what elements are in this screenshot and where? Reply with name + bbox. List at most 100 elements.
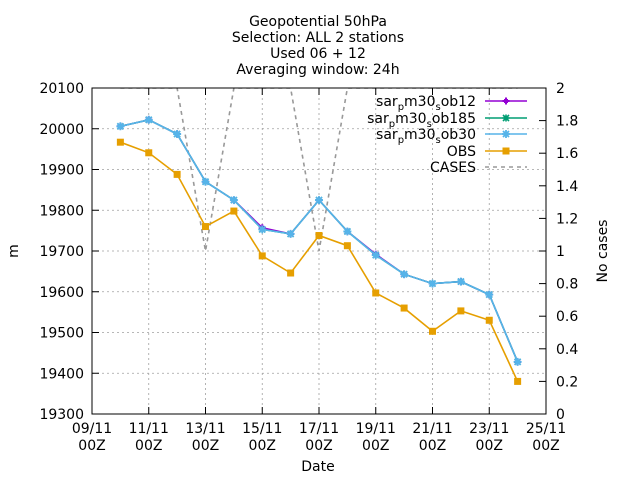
- point-mark: [400, 304, 408, 312]
- x-tick-label-time: 00Z: [419, 438, 446, 454]
- y-tick-label: 20000: [39, 122, 84, 138]
- series-obs: [116, 138, 522, 385]
- point-mark: [287, 269, 295, 277]
- y-tick-label: 19600: [39, 285, 84, 301]
- y2-tick-label: 0.2: [556, 374, 578, 390]
- x-tick-label: 21/11: [412, 421, 452, 437]
- chart-title-line: Used 06 + 12: [270, 46, 366, 62]
- y2-tick-label: 1.6: [556, 146, 578, 162]
- data-point: [173, 170, 181, 178]
- axes: 19300 19400 19500 19600 19700 19800 19900 20000…: [39, 81, 578, 454]
- x-tick-label-time: 00Z: [305, 438, 332, 454]
- data-point: [502, 97, 510, 105]
- y2-tick-label: 0.4: [556, 342, 578, 358]
- data-point: [202, 223, 209, 231]
- x-tick-label-time: 00Z: [192, 438, 219, 454]
- series-layer: [116, 88, 522, 385]
- point-core: [504, 99, 508, 103]
- data-point: [514, 377, 522, 385]
- data-point: [258, 225, 267, 234]
- point-mark: [502, 147, 510, 155]
- y2-axis-label: No cases: [595, 220, 611, 283]
- chart-title-line: Selection: ALL 2 stations: [232, 30, 404, 46]
- y2-tick-label: 1.4: [556, 179, 578, 195]
- point-mark: [258, 252, 266, 260]
- x-tick-label: 25/11: [526, 421, 566, 437]
- legend-item: sarpm30sob185: [367, 111, 527, 130]
- point-mark: [315, 232, 323, 240]
- data-point: [287, 269, 295, 277]
- point-core: [487, 292, 492, 297]
- point-mark: [457, 307, 465, 315]
- data-point: [315, 196, 323, 205]
- point-mark: [485, 316, 493, 324]
- legend-item: sarpm30sob12: [376, 94, 527, 113]
- data-point: [173, 130, 182, 139]
- data-point: [145, 149, 153, 157]
- legend-label: sarpm30sob185: [367, 111, 476, 130]
- legend-label: CASES: [430, 160, 476, 176]
- point-mark: [202, 223, 209, 231]
- point-mark: [116, 138, 124, 146]
- point-mark: [343, 242, 351, 250]
- data-point: [485, 316, 493, 324]
- legend-label: sarpm30sob30: [376, 127, 476, 146]
- x-tick-label-time: 00Z: [135, 438, 162, 454]
- point-mark: [145, 149, 153, 157]
- data-point: [400, 304, 408, 312]
- data-point: [144, 115, 153, 124]
- series-line: [120, 88, 518, 252]
- data-point: [400, 270, 409, 279]
- y2-tick-label: 1.8: [556, 114, 578, 130]
- y2-tick-label: 1: [556, 244, 565, 260]
- data-point: [513, 357, 522, 366]
- x-tick-label: 23/11: [469, 421, 509, 437]
- y2-tick-label: 0: [556, 407, 565, 423]
- data-point: [286, 229, 295, 238]
- legend: sarpm30sob12sarpm30sob185sarpm30sob30OBS…: [367, 94, 527, 176]
- data-point: [502, 130, 510, 138]
- point-core: [316, 197, 322, 203]
- series-sar_pm30_sob30: [116, 115, 522, 366]
- data-point: [502, 114, 510, 122]
- x-tick-label: 15/11: [242, 421, 282, 437]
- point-core: [373, 252, 378, 258]
- x-tick-label: 19/11: [356, 421, 396, 437]
- point-core: [203, 179, 208, 184]
- chart-title-line: Geopotential 50hPa: [249, 14, 387, 30]
- y-tick-label: 19300: [39, 407, 84, 423]
- point-mark: [230, 207, 238, 215]
- data-point: [428, 279, 437, 288]
- point-mark: [429, 327, 436, 335]
- point-mark: [502, 114, 510, 122]
- x-tick-label: 13/11: [185, 421, 225, 437]
- y-axis-label: m: [6, 244, 22, 258]
- data-point: [372, 289, 380, 297]
- x-tick-label-time: 00Z: [532, 438, 559, 454]
- x-tick-label-time: 00Z: [78, 438, 105, 454]
- data-point: [201, 177, 210, 186]
- data-point: [429, 327, 436, 335]
- legend-item: CASES: [430, 160, 527, 176]
- x-tick-label-time: 00Z: [249, 438, 276, 454]
- point-core: [174, 131, 180, 137]
- legend-label: OBS: [447, 144, 476, 160]
- data-point: [315, 232, 323, 240]
- x-tick-label: 11/11: [129, 421, 169, 437]
- y-tick-label: 19700: [39, 244, 84, 260]
- data-point: [371, 251, 380, 260]
- point-core: [118, 124, 123, 129]
- point-core: [458, 279, 464, 284]
- point-core: [401, 272, 407, 277]
- data-point: [258, 252, 266, 260]
- y-tick-label: 19900: [39, 163, 84, 179]
- y-tick-label: 20100: [39, 81, 84, 97]
- y-tick-label: 19500: [39, 326, 84, 342]
- data-point: [456, 277, 465, 286]
- y2-tick-label: 1.2: [556, 211, 578, 227]
- data-point: [116, 122, 125, 131]
- y2-tick-label: 0.6: [556, 309, 578, 325]
- x-tick-label-time: 00Z: [476, 438, 503, 454]
